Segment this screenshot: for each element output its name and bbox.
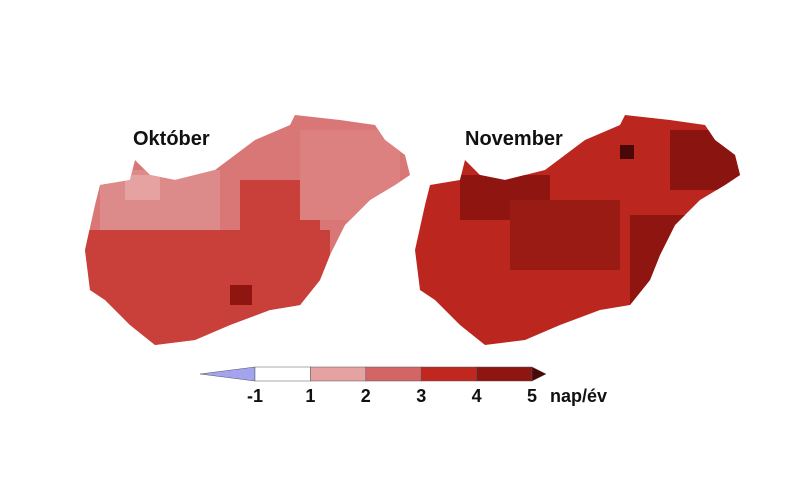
legend-arrow <box>199 366 256 382</box>
legend-tick-label: 3 <box>416 386 426 406</box>
legend-tick-label: 1 <box>305 386 315 406</box>
legend-tick-label: 4 <box>472 386 482 406</box>
legend-tick-label: 2 <box>361 386 371 406</box>
legend-arrow <box>531 366 547 382</box>
map-october <box>85 115 410 345</box>
legend: -1 1 2 3 4 5 <box>199 366 547 406</box>
legend-unit: nap/év <box>550 386 607 406</box>
legend-swatch <box>365 366 422 382</box>
legend-swatch <box>476 366 533 382</box>
legend-tick-label: 5 <box>527 386 537 406</box>
map-november <box>415 115 740 345</box>
legend-swatch <box>310 366 367 382</box>
legend-swatch <box>254 366 311 382</box>
legend-swatch <box>420 366 477 382</box>
map-title: November <box>465 128 563 150</box>
legend-tick-label: -1 <box>247 386 263 406</box>
map-title: Október <box>133 128 210 150</box>
